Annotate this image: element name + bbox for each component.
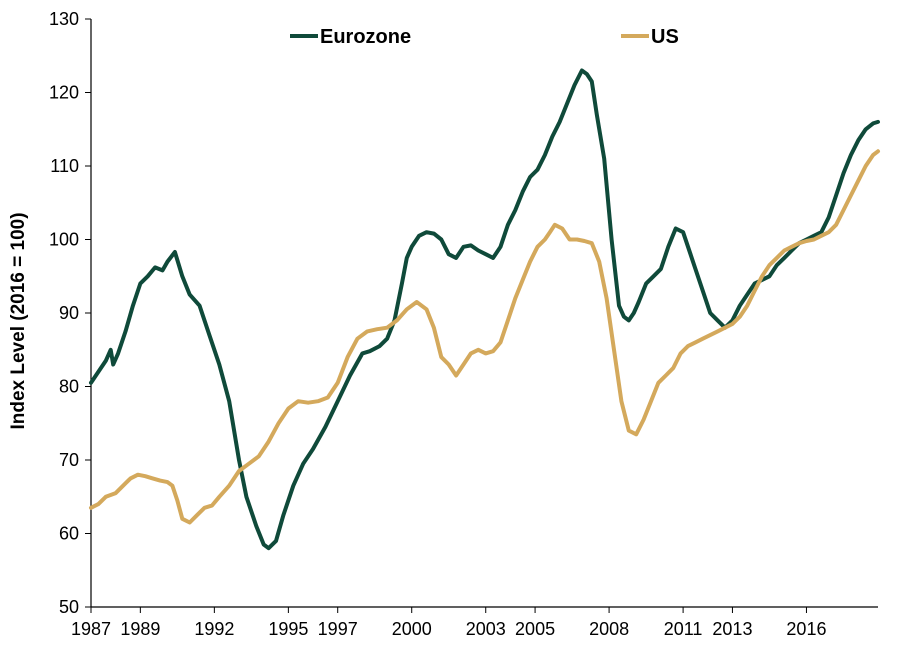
x-tick-label: 2011 — [664, 619, 703, 639]
x-tick-label: 1989 — [120, 619, 160, 639]
legend-label-eurozone: Eurozone — [320, 26, 411, 48]
legend-label-us: US — [651, 26, 679, 48]
y-tick-label: 110 — [50, 156, 79, 176]
x-axis-ticks: 1987 1989 1992 1995 1997 2000 2003 2005 2008 2011… — [71, 607, 826, 639]
x-tick-label: 2005 — [515, 619, 555, 639]
y-tick-label: 60 — [59, 524, 79, 544]
x-tick-label: 2013 — [712, 619, 752, 639]
x-tick-label: 2008 — [589, 619, 629, 639]
y-tick-label: 120 — [49, 83, 79, 103]
y-tick-label: 80 — [59, 377, 79, 397]
x-tick-label: 2000 — [392, 619, 432, 639]
legend: Eurozone US — [290, 26, 679, 48]
y-tick-label: 90 — [59, 303, 79, 323]
y-tick-label: 130 — [49, 9, 79, 29]
y-tick-label: 50 — [59, 597, 79, 617]
x-tick-label: 2016 — [786, 619, 826, 639]
x-tick-label: 1995 — [268, 619, 308, 639]
y-axis-ticks: 50 60 70 80 90 100 110 120 130 — [49, 9, 91, 617]
y-axis-title: Index Level (2016 = 100) — [8, 212, 29, 429]
y-tick-label: 70 — [59, 450, 79, 470]
x-tick-label: 2003 — [466, 619, 506, 639]
x-tick-label: 1987 — [71, 619, 111, 639]
y-tick-label: 100 — [49, 230, 79, 250]
series-line-eurozone — [89, 68, 880, 551]
x-tick-label: 1992 — [194, 619, 234, 639]
x-tick-label: 1997 — [318, 619, 358, 639]
series-layer — [89, 68, 880, 551]
series-line-us — [89, 149, 880, 525]
